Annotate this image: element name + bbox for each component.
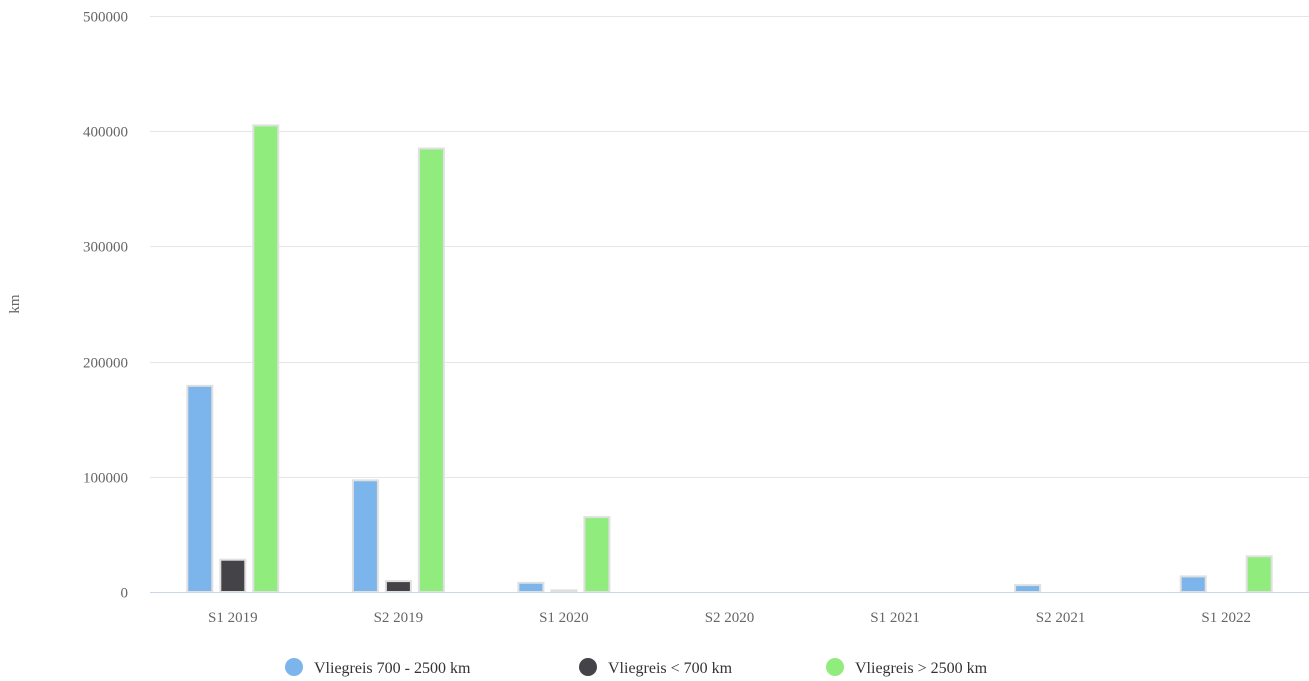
bar-0-2[interactable] [252, 124, 280, 594]
legend-marker [285, 658, 303, 676]
bar-2-2[interactable] [583, 516, 611, 593]
bars [186, 124, 1273, 594]
bar-2-0[interactable] [517, 581, 545, 593]
legend-label: Vliegreis 700 - 2500 km [314, 660, 471, 677]
bar-5-0[interactable] [1014, 584, 1042, 593]
x-tick-label: S1 2021 [870, 610, 920, 626]
x-tick-label: S1 2020 [539, 610, 589, 626]
bar-2-1[interactable] [550, 589, 578, 593]
legend-label: Vliegreis > 2500 km [855, 660, 988, 677]
legend-item[interactable]: Vliegreis > 2500 km [826, 658, 988, 677]
x-tick-label: S2 2021 [1036, 610, 1086, 626]
legend-label: Vliegreis < 700 km [608, 660, 733, 677]
x-tick-label: S1 2019 [208, 610, 258, 626]
y-tick-label: 500000 [83, 10, 128, 26]
x-tick-label: S2 2019 [374, 610, 424, 626]
bar-1-0[interactable] [351, 479, 379, 593]
legend-marker [826, 658, 844, 676]
x-tick-label: S1 2022 [1201, 610, 1251, 626]
x-axis-tick-labels: S1 2019 S2 2019 S1 2020 S2 2020 S1 2021 S2 20… [208, 610, 1251, 626]
grid-lines [150, 16, 1309, 478]
bar-1-1[interactable] [384, 580, 412, 593]
legend: Vliegreis 700 - 2500 km Vliegreis < 700 k… [285, 658, 988, 677]
bar-0-1[interactable] [219, 558, 247, 594]
y-tick-label: 400000 [83, 125, 128, 141]
bar-6-2[interactable] [1245, 555, 1273, 593]
bar-6-0[interactable] [1179, 575, 1207, 594]
bar-1-2[interactable] [417, 147, 445, 593]
y-axis-title: km [7, 294, 23, 314]
y-tick-label: 300000 [83, 240, 128, 256]
y-tick-label: 100000 [83, 471, 128, 487]
bar-0-0[interactable] [186, 384, 214, 593]
y-tick-label: 200000 [83, 356, 128, 372]
y-axis-tick-labels: 0 100000 200000 300000 400000 500000 [83, 10, 128, 602]
legend-item[interactable]: Vliegreis 700 - 2500 km [285, 658, 471, 677]
x-tick-label: S2 2020 [705, 610, 755, 626]
y-tick-label: 0 [121, 586, 129, 602]
legend-marker [579, 658, 597, 676]
legend-item[interactable]: Vliegreis < 700 km [579, 658, 733, 677]
